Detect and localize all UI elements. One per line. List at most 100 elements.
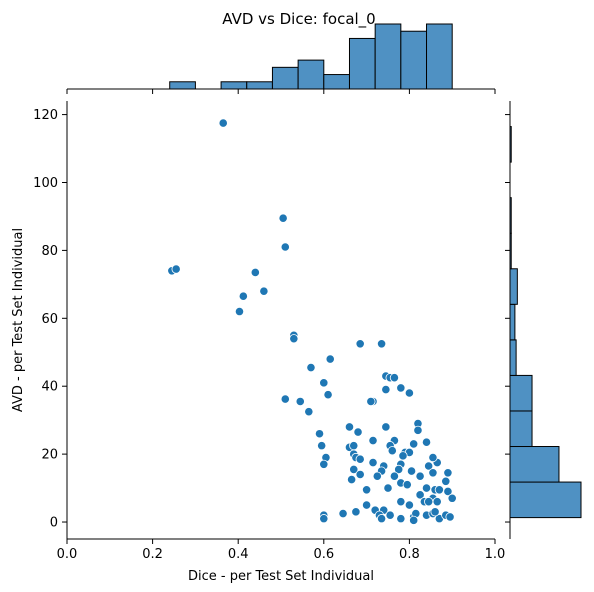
y-tick-label: 20 [41,448,58,463]
scatter-point [387,446,397,456]
scatter-point [319,514,329,524]
top-histogram-bar [323,74,350,90]
scatter-point [280,394,290,404]
scatter-points [167,118,457,525]
right-histogram-bar [509,374,533,412]
top-histogram-bar [220,81,248,90]
scatter-point [238,291,248,301]
scatter-point [396,497,406,507]
right-histogram-bar [509,339,517,376]
scatter-point [415,471,425,481]
scatter-point [396,383,406,393]
scatter-point [432,497,442,507]
scatter-point [409,515,419,525]
y-tick-label: 60 [41,312,58,327]
scatter-point [404,500,414,510]
scatter-point [389,471,400,481]
scatter-point [421,483,432,493]
scatter-point [349,464,359,474]
scatter-point [441,476,451,486]
scatter-point [389,373,400,383]
scatter-point [424,497,434,507]
scatter-point [250,267,260,278]
scatter-point [428,468,438,478]
scatter-point [259,286,269,296]
scatter-point [415,490,425,500]
scatter-point [351,507,361,517]
scatter-point [434,485,444,495]
scatter-point [355,339,365,349]
scatter-point [445,512,455,522]
right-histogram-bar [509,268,518,305]
scatter-point [381,385,391,395]
top-histogram-bar [169,81,196,90]
scatter-point [218,118,228,128]
top-histogram-bar [426,23,453,90]
scatter-point [409,439,419,449]
scatter-point [396,514,406,524]
right-histogram-bar [509,446,560,483]
scatter-point [406,466,417,476]
scatter-point [338,508,348,519]
scatter-point [353,427,363,437]
scatter-point [381,422,391,432]
y-tick-label: 0 [50,516,58,531]
x-tick-label: 1.0 [485,547,506,562]
scatter-point [325,354,335,364]
top-histogram-bars [169,23,453,90]
right-histogram-bars [509,126,582,519]
top-histogram-bar [297,59,325,90]
scatter-point [347,474,357,485]
scatter-point [430,507,440,517]
scatter-point [355,469,365,480]
scatter-point [372,471,382,481]
scatter-point [368,458,378,468]
scatter-point [366,396,376,407]
right-histogram-ticks [505,114,510,523]
scatter-point [368,435,378,446]
x-tick-label: 0.2 [142,547,163,562]
scatter-point [234,306,245,317]
top-histogram-bar [271,66,299,90]
scatter-point [171,264,181,274]
x-tick-label: 0.0 [57,547,78,562]
scatter-point [398,451,408,461]
y-axis-ticks: 0 20 40 60 80 100 120 [33,108,67,531]
chart-title: AVD vs Dice: focal_0 [222,10,375,29]
right-histogram [505,101,582,539]
scatter-point [278,213,288,223]
scatter-point [319,459,329,469]
y-tick-label: 100 [33,176,58,191]
scatter-point [317,441,327,451]
scatter-point [361,500,372,510]
x-tick-label: 0.6 [313,547,334,562]
y-tick-label: 80 [41,244,58,259]
x-tick-label: 0.4 [228,547,249,562]
scatter-point [447,493,457,503]
scatter-point [383,483,393,493]
scatter-point [304,407,314,417]
right-histogram-bar [509,410,533,448]
scatter-point [323,390,333,400]
top-histogram-bar [246,81,273,90]
scatter-point [443,468,453,478]
scatter-point [385,510,395,520]
scatter-point [355,454,365,464]
scatter-point [404,388,414,398]
scatter-point [289,334,299,344]
scatter-point [295,396,305,407]
scatter-point [361,485,372,495]
x-tick-label: 0.8 [399,547,420,562]
scatter-point [394,464,404,474]
scatter-point [413,425,423,435]
right-histogram-bar [509,303,516,341]
scatter-point [306,362,316,373]
scatter-point [319,378,329,388]
scatter-point [376,514,387,524]
scatter-plot: 0.0 0.2 0.4 0.6 0.8 1.0 0 20 40 60 80 100 120 [33,101,505,562]
scatter-point [428,452,438,463]
x-axis-ticks: 0.0 0.2 0.4 0.6 0.8 1.0 [57,539,506,562]
scatter-point [314,429,325,439]
scatter-point [344,422,355,432]
